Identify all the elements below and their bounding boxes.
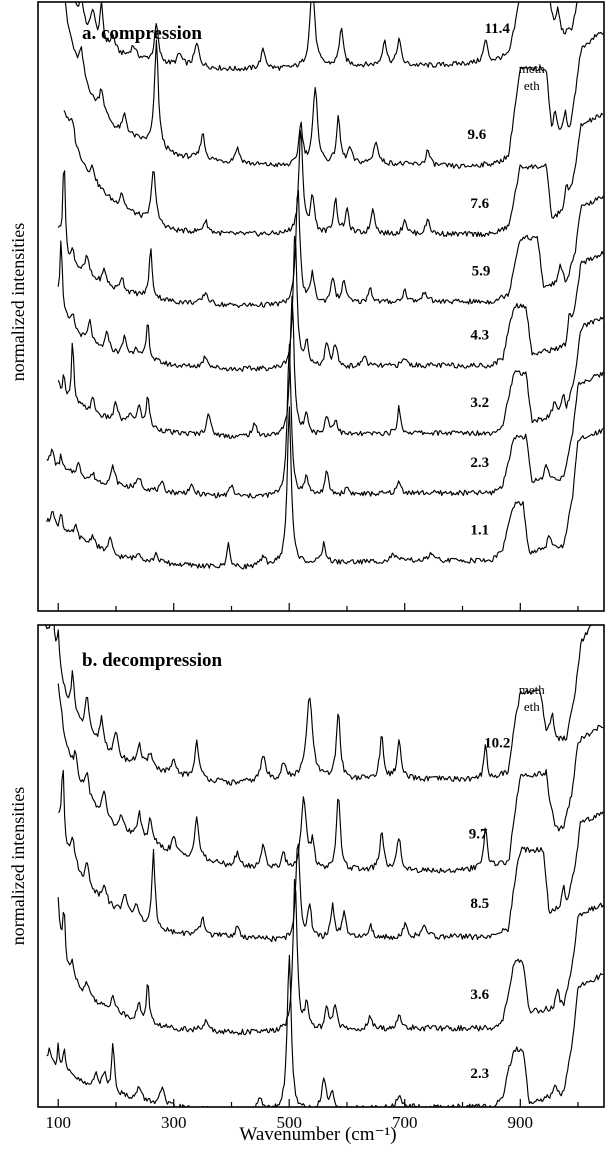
series-label-2.3: 2.3 (470, 1066, 489, 1082)
panel-b-title: b. decompression (82, 650, 222, 671)
spectrum-trace-11.4 (75, 2, 578, 72)
spectrum-trace-2.3 (46, 954, 604, 1107)
panel-b-annotation-meth: meth (519, 682, 545, 697)
panel-b-ticks (57, 1099, 579, 1107)
series-label-7.6: 7.6 (470, 196, 489, 212)
panel-a-annotation-eth: eth (524, 78, 540, 93)
x-tick-label: 100 (45, 1113, 71, 1132)
panel-a-ticks (57, 603, 579, 611)
spectrum-trace-8.5 (57, 769, 604, 943)
x-axis-label: Wavenumber (cm⁻¹) (239, 1124, 396, 1145)
panel-a-frame (37, 1, 605, 612)
spectrum-trace-4.3 (57, 235, 604, 372)
series-label-5.9: 5.9 (472, 264, 491, 280)
series-label-9.7: 9.7 (469, 827, 488, 843)
x-tick-label: 900 (508, 1113, 534, 1132)
panel-b-traces: 10.2 9.7 8.5 3.6 2.3 (45, 625, 604, 1107)
series-label-1.1: 1.1 (470, 522, 489, 538)
panel-b-ylabel: normalized intensities (8, 787, 28, 945)
x-tick-labels: 100 300 500 700 900 (45, 1113, 533, 1132)
series-label-4.3: 4.3 (470, 327, 489, 343)
spectrum-trace-9.7 (57, 683, 604, 874)
panel-b: b. decompression meth eth normalized int… (8, 624, 605, 1108)
spectrum-trace-9.6 (64, 2, 604, 169)
series-label-3.6: 3.6 (470, 987, 489, 1003)
series-label-2.3: 2.3 (470, 455, 489, 471)
series-label-8.5: 8.5 (470, 896, 489, 912)
spectrum-trace-3.2 (57, 295, 604, 439)
panel-a-title: a. compression (82, 23, 202, 44)
spectrum-trace-2.3 (46, 343, 604, 499)
spectrum-trace-1.1 (46, 406, 604, 570)
panel-b-frame (37, 624, 605, 1108)
x-tick-label: 300 (161, 1113, 187, 1132)
series-label-11.4: 11.4 (484, 21, 510, 37)
series-label-9.6: 9.6 (468, 127, 487, 143)
series-label-3.2: 3.2 (470, 395, 489, 411)
spectrum-trace-3.6 (57, 879, 604, 1036)
panel-b-annotation-eth: eth (524, 699, 540, 714)
panel-a-traces: 11.4 9.6 7.6 5.9 4.3 3.2 2.3 1.1 (46, 2, 604, 570)
spectrum-trace-5.9 (57, 170, 604, 309)
series-label-10.2: 10.2 (484, 735, 510, 751)
x-tick-label: 700 (392, 1113, 418, 1132)
panel-a: a. compression meth eth normalized inten… (8, 1, 605, 612)
spectrum-trace-7.6 (63, 110, 604, 238)
spectrum-trace-10.2 (45, 625, 592, 786)
x-tick-label: 500 (276, 1113, 302, 1132)
panel-a-ylabel: normalized intensities (8, 223, 28, 381)
